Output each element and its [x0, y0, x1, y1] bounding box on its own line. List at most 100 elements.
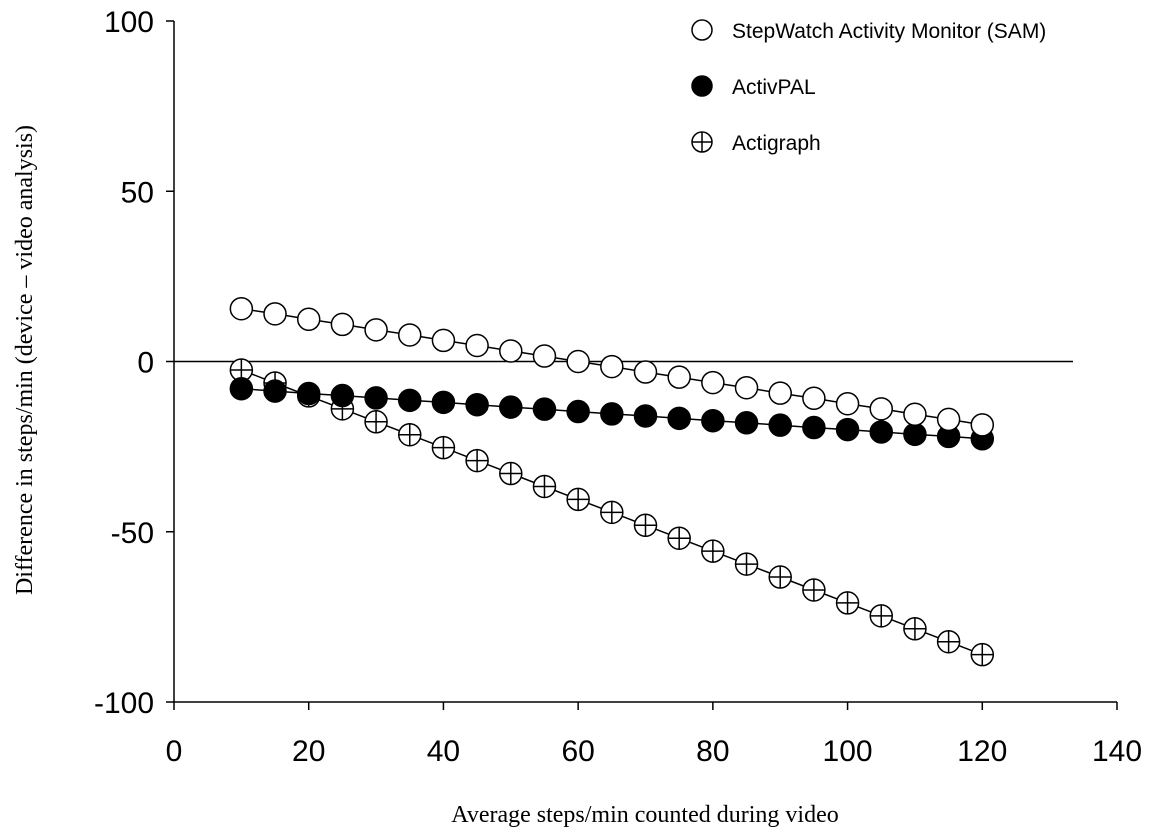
marker-circle	[465, 392, 489, 417]
marker-circle	[667, 406, 691, 431]
data-point	[431, 435, 456, 460]
marker-circle	[835, 391, 860, 416]
marker-circle	[263, 302, 287, 326]
marker-circle	[970, 413, 995, 437]
data-point	[398, 323, 422, 347]
marker-circle	[802, 415, 826, 440]
legend: StepWatch Activity Monitor (SAM) ActivPAL…	[691, 19, 1046, 155]
marker-circle	[701, 408, 725, 433]
data-point	[532, 344, 557, 368]
legend-item: ActivPAL	[691, 75, 816, 99]
marker-circle	[499, 339, 523, 363]
axes: 100 50 0 -50 -100 0 20 40 60 80 100 120 140	[94, 6, 1142, 768]
data-point	[734, 375, 759, 400]
data-point	[903, 617, 927, 641]
marker-circle	[364, 386, 388, 410]
data-point	[566, 349, 590, 374]
y-tick-label: 100	[104, 6, 154, 39]
data-point	[263, 379, 287, 403]
y-tick-label: 0	[137, 347, 154, 380]
data-point	[465, 448, 489, 473]
marker-circle	[532, 397, 557, 421]
data-point	[701, 370, 725, 395]
data-point	[330, 383, 355, 408]
x-axis-title: Average steps/min counted during video	[451, 802, 838, 828]
data-point	[499, 395, 523, 419]
data-point	[600, 500, 624, 525]
data-point	[869, 397, 893, 421]
series-2	[229, 358, 995, 667]
data-point	[667, 365, 691, 389]
data-point	[431, 390, 456, 415]
series-1	[229, 376, 995, 451]
data-point	[835, 391, 860, 416]
marker-circle	[296, 381, 321, 406]
data-point	[667, 406, 691, 431]
data-point	[768, 381, 792, 405]
x-tick-label: 40	[427, 735, 460, 768]
marker-circle	[330, 312, 355, 337]
marker-circle	[835, 417, 860, 442]
data-point	[768, 565, 792, 589]
data-point	[734, 411, 759, 435]
legend-marker	[691, 19, 713, 41]
data-point	[566, 399, 590, 424]
marker-circle	[869, 397, 893, 421]
data-point	[633, 404, 658, 428]
data-point	[633, 513, 658, 538]
marker-circle	[768, 413, 792, 437]
marker-circle	[296, 307, 321, 332]
legend-label: ActivPAL	[732, 76, 816, 99]
data-point	[936, 629, 961, 654]
data-point	[600, 354, 624, 379]
data-point	[802, 386, 826, 411]
x-tick-label: 60	[561, 735, 594, 768]
data-point	[465, 333, 489, 358]
marker-circle	[499, 395, 523, 419]
data-point	[532, 474, 557, 499]
data-point	[566, 487, 590, 512]
data-point	[869, 604, 893, 628]
data-point	[532, 397, 557, 421]
x-tick-label: 0	[166, 735, 183, 768]
legend-item: StepWatch Activity Monitor (SAM)	[691, 19, 1046, 43]
data-point	[802, 578, 826, 602]
marker-circle	[701, 370, 725, 395]
x-tick-label: 100	[823, 735, 873, 768]
data-point	[835, 417, 860, 442]
marker-circle	[600, 354, 624, 379]
data-point	[768, 413, 792, 437]
marker-circle	[465, 333, 489, 358]
y-tick-label: -100	[94, 687, 154, 720]
data-point	[465, 392, 489, 417]
x-tick-label: 140	[1092, 735, 1142, 768]
data-point	[398, 422, 422, 447]
marker-circle	[330, 383, 355, 408]
data-point	[701, 539, 725, 563]
marker-circle	[600, 402, 624, 426]
marker-circle	[431, 390, 456, 415]
marker-circle	[691, 75, 713, 97]
data-point	[229, 296, 254, 321]
marker-circle	[364, 318, 388, 342]
data-point	[364, 318, 388, 342]
marker-circle	[691, 19, 713, 41]
marker-circle	[903, 422, 927, 447]
marker-circle	[431, 328, 456, 353]
data-point	[667, 526, 691, 550]
data-point	[835, 591, 860, 615]
data-point	[398, 388, 422, 413]
marker-circle	[229, 376, 254, 401]
marker-circle	[566, 399, 590, 424]
marker-circle	[667, 365, 691, 389]
data-point	[970, 413, 995, 437]
data-point	[364, 410, 388, 434]
marker-circle	[802, 386, 826, 411]
data-point	[431, 328, 456, 353]
marker-circle	[633, 404, 658, 428]
data-point	[903, 422, 927, 447]
marker-circle	[532, 344, 557, 368]
data-point	[296, 307, 321, 332]
legend-label: Actigraph	[732, 132, 821, 155]
y-tick-label: -50	[111, 517, 154, 550]
